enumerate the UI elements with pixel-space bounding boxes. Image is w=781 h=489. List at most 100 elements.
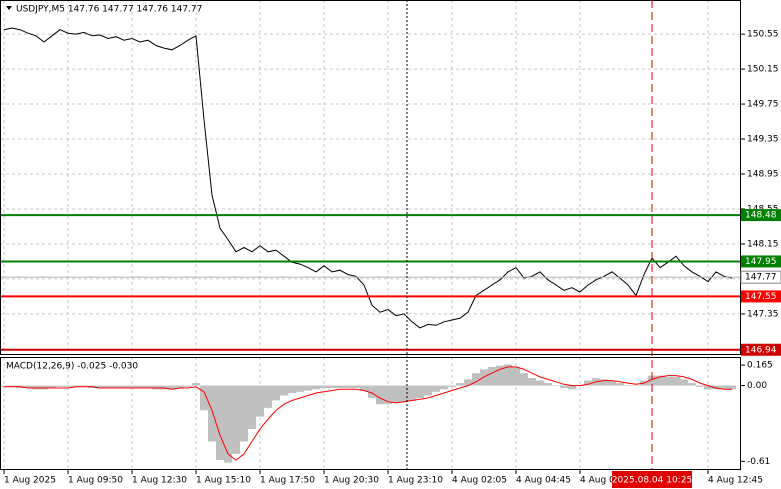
- histogram-bar: [392, 385, 400, 403]
- histogram-bar: [704, 385, 712, 390]
- histogram-bar: [296, 385, 304, 392]
- x-tick-label: 1 Aug 12:30: [132, 476, 187, 486]
- histogram-bar: [496, 365, 504, 386]
- histogram-bar: [344, 385, 352, 389]
- histogram-bar: [360, 385, 368, 391]
- y-tick-label: 0.00: [747, 381, 767, 391]
- histogram-bar: [440, 385, 448, 390]
- histogram-bar: [264, 385, 272, 408]
- histogram-bar: [408, 385, 416, 401]
- level-label: 146.94: [745, 345, 777, 355]
- x-tick-label: 1 Aug 15:10: [196, 476, 251, 486]
- histogram-bar: [552, 385, 560, 387]
- histogram-bar: [624, 385, 632, 387]
- histogram-bar: [568, 385, 576, 390]
- histogram-bar: [128, 385, 136, 389]
- histogram-bar: [464, 379, 472, 386]
- macd-title: MACD(12,26,9) -0.025 -0.030: [6, 362, 138, 372]
- histogram-bar: [488, 366, 496, 386]
- x-tick-label: 1 Aug 23:10: [388, 476, 443, 486]
- histogram-bar: [424, 385, 432, 396]
- histogram-bar: [160, 385, 168, 390]
- histogram-bar: [480, 369, 488, 386]
- histogram-bar: [616, 383, 624, 386]
- y-tick-label: 149.75: [747, 100, 779, 110]
- macd-panel-frame: [0, 357, 741, 470]
- level-label: 147.55: [745, 292, 777, 302]
- y-tick-label: 149.35: [747, 135, 779, 145]
- histogram-bar: [664, 376, 672, 386]
- histogram-bar: [680, 379, 688, 386]
- histogram-bar: [248, 385, 256, 430]
- histogram-bar: [72, 385, 80, 387]
- histogram-bar: [728, 385, 736, 390]
- histogram-bar: [200, 385, 208, 411]
- histogram-bar: [376, 385, 384, 405]
- histogram-bar: [24, 385, 32, 389]
- x-tick-label: 1 Aug 2025: [4, 476, 56, 486]
- histogram-bar: [40, 385, 48, 390]
- histogram-bar: [224, 385, 232, 463]
- histogram-bar: [688, 383, 696, 386]
- histogram-bar: [280, 385, 288, 396]
- histogram-bar: [312, 385, 320, 390]
- y-tick-label: 147.35: [747, 309, 779, 319]
- histogram-bar: [64, 385, 72, 387]
- histogram-bar: [608, 380, 616, 386]
- histogram-bar: [32, 385, 40, 390]
- histogram-bar: [184, 385, 192, 387]
- histogram-bar: [152, 385, 160, 390]
- x-tick-label: 4 Aug 02:05: [452, 476, 507, 486]
- histogram-bar: [328, 385, 336, 389]
- histogram-bar: [336, 385, 344, 389]
- histogram-bar: [288, 385, 296, 394]
- signal-line: [4, 366, 732, 461]
- cursor-time: 2025.08.04 10:25: [612, 476, 692, 486]
- histogram-bar: [632, 385, 640, 387]
- histogram-bar: [456, 383, 464, 386]
- histogram-bar: [136, 385, 144, 389]
- histogram-bar: [208, 385, 216, 442]
- histogram-bar: [472, 373, 480, 386]
- histogram-bar: [240, 385, 248, 442]
- histogram-bar: [400, 385, 408, 402]
- histogram-bar: [656, 375, 664, 386]
- histogram-bar: [520, 373, 528, 386]
- histogram-bar: [104, 385, 112, 389]
- histogram-bar: [168, 385, 176, 390]
- histogram-bar: [112, 385, 120, 389]
- x-tick-label: 4 Aug 0: [580, 476, 615, 486]
- histogram-bar: [512, 366, 520, 386]
- x-tick-label: 1 Aug 09:50: [68, 476, 123, 486]
- histogram-bar: [560, 385, 568, 389]
- level-label-box: [741, 255, 781, 268]
- y-tick-label: -0.61: [747, 457, 770, 467]
- y-tick-label: 0.165: [747, 361, 773, 371]
- histogram-bar: [0, 385, 8, 387]
- level-label-box: [741, 343, 781, 356]
- histogram-bar: [584, 380, 592, 386]
- histogram-bar: [504, 364, 512, 386]
- histogram-bar: [120, 385, 128, 389]
- last-price-label: 147.77: [745, 273, 777, 283]
- level-label-box: [741, 209, 781, 222]
- histogram-bar: [448, 385, 456, 387]
- histogram-bar: [232, 385, 240, 454]
- histogram-bar: [216, 385, 224, 461]
- histogram-bar: [256, 385, 264, 417]
- x-tick-label: 1 Aug 20:30: [324, 476, 379, 486]
- y-tick-label: 148.15: [747, 239, 779, 249]
- histogram-bar: [192, 383, 200, 386]
- histogram-bar: [304, 385, 312, 391]
- x-tick-label: 4 Aug 12:45: [708, 476, 763, 486]
- histogram-bar: [712, 385, 720, 390]
- histogram-bar: [48, 385, 56, 389]
- x-tick-label: 1 Aug 17:50: [260, 476, 315, 486]
- histogram-bar: [536, 380, 544, 386]
- histogram-bar: [80, 385, 88, 387]
- level-label-box: [741, 290, 781, 303]
- histogram-bar: [528, 378, 536, 386]
